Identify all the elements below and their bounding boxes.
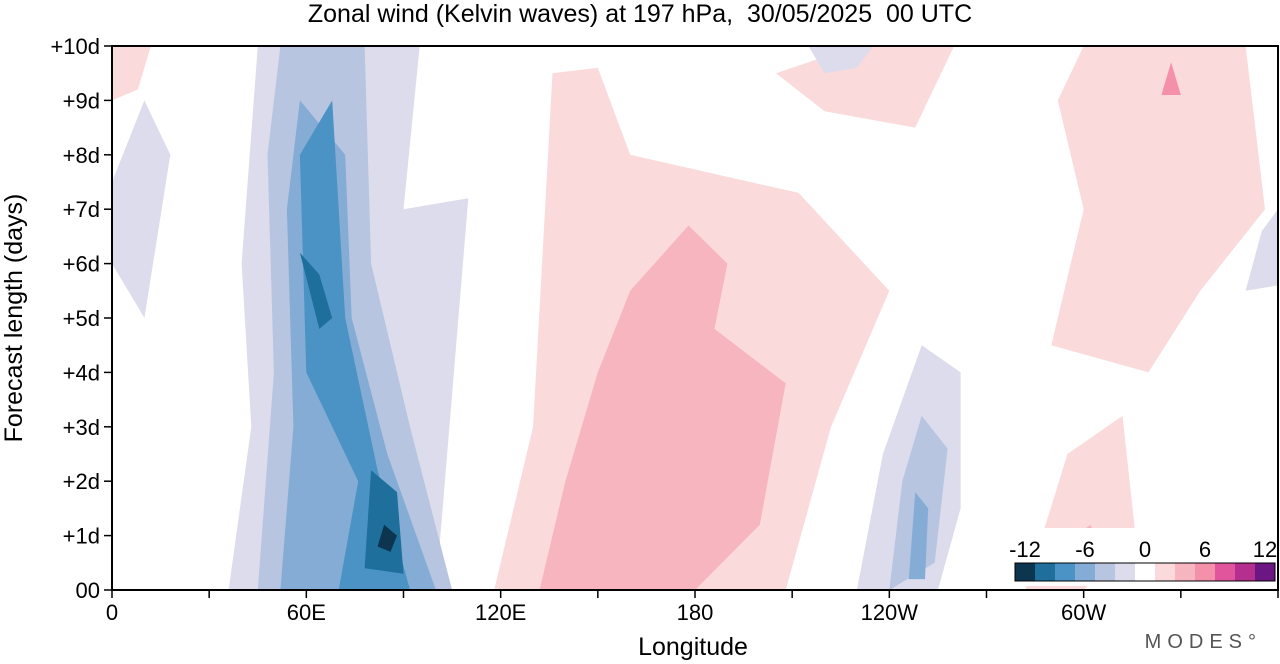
colorbar-swatch (1115, 563, 1136, 581)
colorbar-swatch (1055, 563, 1076, 581)
y-tick-label: +7d (63, 197, 100, 222)
colorbar-swatch (1075, 563, 1096, 581)
colorbar-legend: -12 -6 0 6 12 (1008, 528, 1277, 586)
y-tick-label: +2d (63, 469, 100, 494)
x-tick-label: 180 (677, 600, 714, 625)
x-tick-label: 0 (106, 600, 118, 625)
y-axis-label: Forecast length (days) (0, 194, 28, 443)
field-contour-region (112, 100, 171, 319)
field-contour-region (112, 46, 151, 101)
colorbar-swatch (1155, 563, 1176, 581)
colorbar-label: 0 (1139, 537, 1151, 562)
y-tick-label: +5d (63, 306, 100, 331)
colorbar-border (1014, 562, 1276, 582)
colorbar-swatch (1035, 563, 1056, 581)
field-contour-region (1161, 62, 1181, 95)
field-contour-region (1051, 46, 1265, 373)
y-tick-label: +3d (63, 415, 100, 440)
x-axis: 0 60E 120E 180 120W 60W (106, 590, 1279, 625)
colorbar-swatch (1255, 563, 1276, 581)
field-contour-region (364, 470, 404, 574)
y-tick-label: +4d (63, 360, 100, 385)
field-contour-region (776, 46, 955, 128)
y-axis: 00 +1d +2d +3d +4d +5d +6d +7d +8d +9d +10d (50, 34, 112, 603)
x-tick-label: 60W (1061, 600, 1106, 625)
y-tick-label: +8d (63, 143, 100, 168)
colorbar-swatch (1235, 563, 1256, 581)
wind-anomaly-field (112, 46, 1278, 591)
field-contour-region (299, 252, 333, 329)
colorbar-label: 12 (1253, 537, 1277, 562)
x-tick-label: 60E (287, 600, 326, 625)
field-contour-region (808, 46, 874, 74)
field-contour-region (908, 492, 929, 580)
colorbar-swatch (1135, 563, 1156, 581)
colorbar-label: -6 (1075, 537, 1095, 562)
colorbar-label: 6 (1199, 537, 1211, 562)
colorbar-swatch (1195, 563, 1216, 581)
x-tick-label: 120E (475, 600, 526, 625)
modes-watermark: MODES° (1144, 631, 1262, 653)
y-tick-label: +1d (63, 524, 100, 549)
colorbar-swatch (1095, 563, 1116, 581)
y-tick-label: +9d (63, 88, 100, 113)
y-tick-label: +6d (63, 252, 100, 277)
x-tick-label: 120W (861, 600, 919, 625)
colorbar-swatch (1015, 563, 1036, 581)
x-axis-label: Longitude (638, 633, 748, 661)
colorbar-swatch (1215, 563, 1236, 581)
field-contour-region (377, 524, 397, 552)
colorbar-label: -12 (1009, 537, 1041, 562)
field-contour-region (299, 100, 410, 591)
field-contour-region (1245, 209, 1278, 291)
field-contour-region (539, 225, 786, 590)
y-tick-label: +10d (50, 34, 100, 59)
colorbar-swatch (1175, 563, 1196, 581)
chart-title: Zonal wind (Kelvin waves) at 197 hPa, 30… (307, 0, 973, 28)
y-tick-label: 00 (76, 578, 100, 603)
